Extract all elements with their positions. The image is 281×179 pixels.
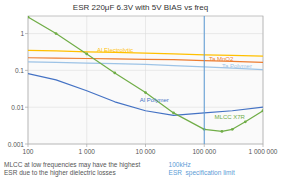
x-grid-line bbox=[145, 16, 146, 144]
series-marker bbox=[262, 109, 263, 112]
y-tick-label: 0.01 bbox=[11, 104, 24, 111]
reference-line bbox=[204, 16, 205, 144]
series-label: Ta Polymer bbox=[222, 63, 252, 69]
series-marker bbox=[28, 16, 29, 19]
y-tick-label: 1 bbox=[20, 30, 24, 37]
y-tick bbox=[25, 107, 28, 108]
title: ESR 220μF 6.3V with 5V BIAS vs freq bbox=[73, 3, 208, 12]
x-grid-line bbox=[86, 16, 87, 144]
note: 100kHzESR specification limit bbox=[169, 161, 235, 178]
series-marker bbox=[244, 120, 247, 123]
x-tick-label: 100 bbox=[23, 148, 34, 155]
data bbox=[28, 16, 263, 144]
series-label: MLCC X7R bbox=[215, 114, 246, 120]
y-grid-line bbox=[28, 107, 263, 108]
series-label: Al Electrolytic bbox=[97, 47, 133, 53]
x-grid-line bbox=[204, 16, 205, 144]
note-line: ESR specification limit bbox=[169, 169, 235, 177]
series-label: Ta MnO2 bbox=[209, 56, 234, 62]
chart: ESR 220μF 6.3V with 5V BIAS vs freq 100 1 … bbox=[0, 0, 281, 179]
x-tick bbox=[86, 144, 87, 147]
x-tick-label: 1 000 000 bbox=[249, 148, 278, 155]
series-line bbox=[28, 17, 263, 131]
series-marker bbox=[231, 128, 234, 131]
series-marker bbox=[172, 111, 175, 114]
note-line: 100kHz bbox=[169, 161, 191, 168]
x-tick bbox=[28, 144, 29, 147]
y-tick bbox=[25, 144, 28, 145]
y-grid-line bbox=[28, 70, 263, 71]
series-marker bbox=[85, 53, 88, 56]
y-tick bbox=[25, 70, 28, 71]
note-line: ESR due to the higher dielectric losses bbox=[4, 169, 116, 177]
series-marker bbox=[113, 72, 116, 75]
x-tick-label: 1 000 bbox=[79, 148, 96, 155]
x-tick bbox=[145, 144, 146, 147]
note: MLCC at low frequencies may have the hig… bbox=[4, 161, 140, 178]
y-grid-line bbox=[28, 33, 263, 34]
y-tick-label: 0.1 bbox=[15, 67, 24, 74]
series-marker bbox=[144, 91, 147, 94]
y-tick-label: 0.001 bbox=[8, 141, 25, 148]
x-tick bbox=[263, 144, 264, 147]
series-marker bbox=[55, 32, 58, 35]
grid bbox=[28, 16, 263, 144]
x-tick bbox=[204, 144, 205, 147]
x-tick-label: 10 000 bbox=[136, 148, 156, 155]
series-label: Al Polymer bbox=[140, 97, 169, 103]
x-tick-label: 100 000 bbox=[193, 148, 217, 155]
series-line bbox=[28, 74, 263, 116]
note-line: MLCC at low frequencies may have the hig… bbox=[4, 161, 140, 169]
series-marker bbox=[221, 130, 224, 133]
plot-frame bbox=[28, 16, 263, 144]
y-tick bbox=[25, 33, 28, 34]
plot-area bbox=[28, 16, 263, 144]
series-line bbox=[28, 62, 263, 70]
